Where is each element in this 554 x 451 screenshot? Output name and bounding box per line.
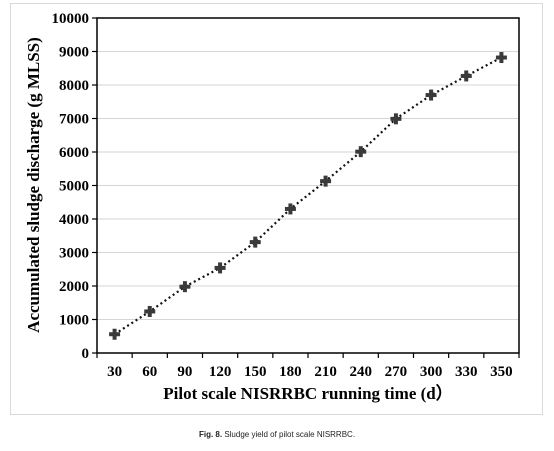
x-tick-label: 210 bbox=[314, 364, 337, 380]
y-tick-label: 9000 bbox=[59, 45, 89, 61]
y-axis-ticks: 0 1000 2000 3000 4000 5000 6000 7000 8000 9000 100… bbox=[52, 11, 97, 362]
y-tick-label: 10000 bbox=[52, 11, 90, 27]
x-tick-label: 300 bbox=[420, 364, 443, 380]
x-tick-label: 180 bbox=[279, 364, 302, 380]
data-point bbox=[495, 52, 507, 64]
data-point bbox=[460, 70, 472, 82]
x-tick-label: 240 bbox=[350, 364, 373, 380]
figure-caption: Fig. 8. Sludge yield of pilot scale NISR… bbox=[0, 430, 554, 439]
x-tick-label: 330 bbox=[455, 364, 478, 380]
x-axis-ticks: 30 60 90 120 150 180 210 240 270 300 330 350 bbox=[96, 353, 520, 380]
data-point bbox=[320, 175, 332, 187]
caption-label: Fig. 8. bbox=[198, 430, 223, 439]
y-tick-label: 6000 bbox=[59, 145, 89, 161]
y-tick-label: 8000 bbox=[59, 78, 89, 94]
data-point bbox=[179, 281, 191, 293]
y-tick-label: 1000 bbox=[59, 313, 89, 329]
data-point bbox=[355, 146, 367, 158]
x-tick-label: 90 bbox=[177, 364, 192, 380]
y-tick-label: 3000 bbox=[59, 246, 89, 262]
x-tick-label: 270 bbox=[385, 364, 408, 380]
y-tick-label: 0 bbox=[82, 346, 90, 362]
data-point bbox=[249, 236, 261, 248]
data-markers bbox=[109, 52, 507, 340]
x-tick-label: 60 bbox=[142, 364, 157, 380]
caption-text: Sludge yield of pilot scale NISRRBC. bbox=[224, 430, 356, 439]
data-point bbox=[390, 113, 402, 125]
data-point bbox=[214, 262, 226, 274]
x-tick-label: 120 bbox=[209, 364, 232, 380]
y-tick-label: 4000 bbox=[59, 212, 89, 228]
data-point bbox=[109, 328, 121, 340]
y-tick-label: 7000 bbox=[59, 112, 89, 128]
figure-frame bbox=[10, 3, 543, 415]
y-tick-label: 2000 bbox=[59, 279, 89, 295]
data-point bbox=[425, 89, 437, 101]
y-tick-label: 5000 bbox=[59, 179, 89, 195]
data-point bbox=[284, 203, 296, 215]
x-axis-label: Pilot scale NISRRBC running time (d） bbox=[163, 383, 452, 403]
y-axis-label: Accumulated sludge discharge (g MLSS) bbox=[24, 37, 43, 333]
x-tick-label: 150 bbox=[244, 364, 267, 380]
x-tick-label: 30 bbox=[107, 364, 122, 380]
chart: 0 1000 2000 3000 4000 5000 6000 7000 8000 9000 100… bbox=[24, 11, 520, 403]
data-point bbox=[144, 305, 156, 317]
x-tick-label: 350 bbox=[490, 364, 513, 380]
series-line bbox=[114, 56, 502, 336]
grid-lines bbox=[97, 51, 519, 320]
